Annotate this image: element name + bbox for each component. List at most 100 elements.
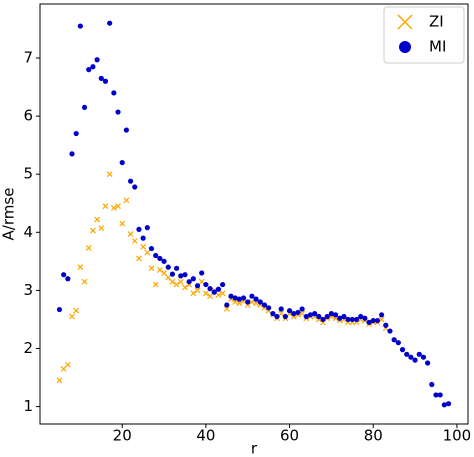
point bbox=[420, 354, 427, 360]
point bbox=[190, 276, 196, 282]
point bbox=[391, 337, 397, 343]
point bbox=[232, 299, 239, 305]
point bbox=[270, 311, 276, 317]
point bbox=[127, 231, 134, 237]
point bbox=[240, 295, 247, 301]
y-tick-label: 4 bbox=[23, 223, 33, 241]
point bbox=[198, 278, 205, 285]
point bbox=[177, 278, 184, 285]
point bbox=[202, 290, 209, 297]
point bbox=[94, 57, 100, 63]
point bbox=[223, 306, 230, 312]
point bbox=[174, 265, 180, 271]
legend-marker bbox=[397, 14, 413, 30]
point bbox=[203, 281, 209, 288]
point bbox=[207, 293, 213, 300]
point bbox=[282, 313, 288, 320]
point bbox=[358, 313, 364, 320]
point bbox=[286, 308, 293, 314]
point bbox=[399, 347, 406, 353]
point bbox=[107, 20, 113, 26]
plot-frame bbox=[39, 3, 469, 425]
point bbox=[370, 317, 376, 324]
point bbox=[194, 287, 201, 294]
x-axis-label: r bbox=[251, 440, 258, 457]
point bbox=[161, 270, 167, 276]
point bbox=[56, 306, 63, 313]
point bbox=[224, 302, 230, 308]
point bbox=[140, 235, 146, 241]
point bbox=[379, 312, 385, 318]
point bbox=[65, 276, 71, 282]
point bbox=[186, 279, 192, 285]
point bbox=[81, 278, 88, 285]
point bbox=[307, 312, 314, 318]
point bbox=[404, 351, 410, 357]
point bbox=[85, 245, 92, 251]
point bbox=[132, 184, 138, 190]
point bbox=[320, 316, 326, 323]
point bbox=[157, 255, 163, 262]
point bbox=[77, 264, 84, 271]
legend-label: MI bbox=[429, 38, 446, 56]
point bbox=[56, 377, 63, 384]
point bbox=[161, 258, 167, 264]
point bbox=[140, 243, 147, 250]
point bbox=[165, 264, 171, 270]
point bbox=[110, 204, 117, 211]
point bbox=[249, 293, 255, 299]
point bbox=[169, 271, 176, 277]
point bbox=[152, 281, 159, 288]
y-tick-label: 1 bbox=[23, 397, 33, 415]
y-tick-label: 6 bbox=[23, 107, 33, 125]
point bbox=[153, 252, 159, 259]
point bbox=[115, 109, 121, 115]
point bbox=[383, 322, 389, 328]
point bbox=[362, 315, 368, 321]
point bbox=[77, 23, 83, 29]
point bbox=[295, 309, 301, 316]
point bbox=[291, 311, 297, 317]
point bbox=[90, 64, 96, 70]
point bbox=[245, 299, 251, 305]
point bbox=[425, 360, 431, 366]
legend-box bbox=[383, 6, 465, 64]
point bbox=[173, 281, 180, 288]
point bbox=[102, 203, 109, 210]
y-tick-label: 5 bbox=[23, 165, 33, 183]
y-axis-label: A/rmse bbox=[0, 188, 18, 241]
point bbox=[90, 227, 96, 234]
point bbox=[299, 306, 305, 312]
point bbox=[111, 90, 117, 96]
point bbox=[387, 328, 393, 334]
point bbox=[215, 286, 222, 292]
point bbox=[69, 151, 75, 157]
point bbox=[215, 292, 222, 298]
point bbox=[257, 299, 263, 305]
point bbox=[119, 159, 125, 166]
point bbox=[207, 286, 213, 292]
legend-label: ZI bbox=[429, 13, 444, 31]
y-tick-label: 7 bbox=[23, 49, 33, 67]
point bbox=[433, 392, 439, 398]
point bbox=[266, 305, 272, 311]
point bbox=[86, 67, 92, 73]
point bbox=[437, 392, 443, 398]
point bbox=[278, 306, 284, 312]
point bbox=[220, 281, 226, 288]
point bbox=[316, 313, 322, 320]
point bbox=[312, 311, 318, 317]
point bbox=[211, 289, 217, 295]
point bbox=[136, 255, 142, 262]
point bbox=[94, 216, 101, 223]
point bbox=[328, 311, 334, 317]
x-tick-label: 100 bbox=[443, 427, 472, 445]
point bbox=[337, 315, 343, 321]
point bbox=[119, 220, 126, 227]
y-tick-label: 3 bbox=[23, 281, 33, 299]
x-tick-label: 80 bbox=[364, 427, 383, 445]
point bbox=[345, 316, 351, 323]
point bbox=[61, 272, 67, 278]
point bbox=[131, 238, 138, 244]
